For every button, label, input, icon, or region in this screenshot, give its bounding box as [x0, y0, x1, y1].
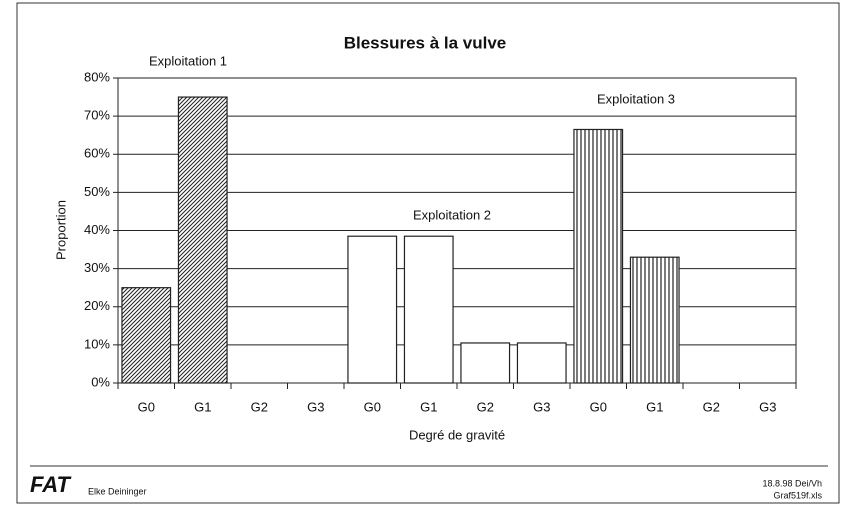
footer-date: 18.8.98 Dei/Vh — [762, 478, 822, 488]
group-label: Exploitation 3 — [597, 91, 675, 106]
x-tick-label: G1 — [420, 399, 437, 414]
x-tick-label: G1 — [646, 399, 663, 414]
footer-logo: FAT — [30, 472, 71, 497]
y-tick-label: 80% — [84, 69, 110, 84]
x-tick-label: G1 — [194, 399, 211, 414]
footer-file: Graf519f.xls — [773, 490, 822, 500]
y-tick-label: 70% — [84, 108, 110, 123]
x-axis-label: Degré de gravité — [409, 427, 505, 442]
x-tick-label: G3 — [533, 399, 550, 414]
bar — [177, 96, 228, 384]
x-tick-label: G2 — [251, 399, 268, 414]
y-tick-label: 40% — [84, 222, 110, 237]
x-tick-label: G2 — [703, 399, 720, 414]
y-tick-label: 10% — [84, 336, 110, 351]
y-tick-label: 30% — [84, 260, 110, 275]
bar — [403, 235, 454, 384]
group-label: Exploitation 2 — [413, 207, 491, 222]
bar — [460, 342, 511, 384]
x-tick-label: G0 — [364, 399, 381, 414]
frame — [16, 2, 840, 504]
y-tick-label: 60% — [84, 146, 110, 161]
y-tick-label: 0% — [91, 374, 110, 389]
y-tick-label: 50% — [84, 184, 110, 199]
y-axis-label: Proportion — [53, 200, 68, 260]
x-tick-label: G0 — [590, 399, 607, 414]
x-tick-label: G0 — [138, 399, 155, 414]
x-tick-label: G2 — [477, 399, 494, 414]
chart-title: Blessures à la vulve — [344, 33, 507, 52]
bar — [629, 256, 680, 384]
bar — [347, 235, 398, 384]
bar — [516, 342, 567, 384]
bar — [573, 128, 624, 384]
footer-author: Elke Deininger — [88, 486, 147, 496]
x-tick-label: G3 — [307, 399, 324, 414]
bar — [121, 287, 172, 384]
x-tick-label: G3 — [759, 399, 776, 414]
group-label: Exploitation 1 — [149, 53, 227, 68]
y-tick-label: 20% — [84, 298, 110, 313]
